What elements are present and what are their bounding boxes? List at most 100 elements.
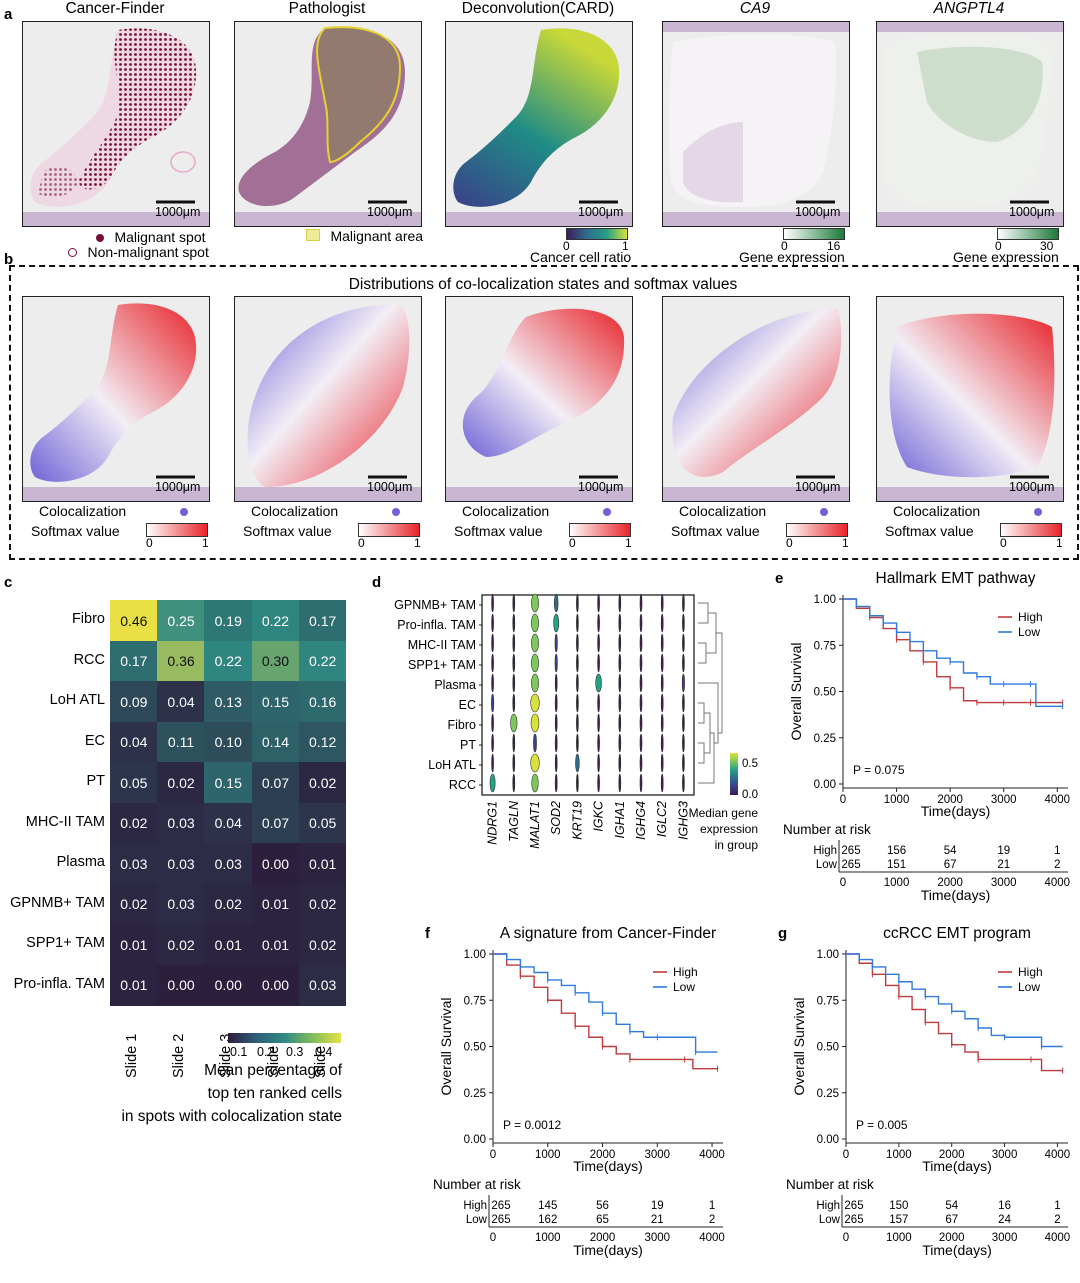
title-pathologist: Pathologist — [288, 0, 366, 17]
risk-count: 162 — [538, 1214, 557, 1226]
panel-c-letter: c — [4, 574, 13, 591]
violin-gene-label: KRT19 — [570, 801, 584, 840]
violin-mark — [530, 713, 540, 733]
risk-xtick: 1000 — [884, 877, 910, 889]
heatmap-cell: 0.22 — [251, 600, 300, 641]
malignant-area-swatch — [306, 229, 320, 241]
violin-mark — [682, 733, 685, 753]
survival-ytick: 0.75 — [817, 995, 839, 1007]
risk-xlabel: Time(days) — [922, 1242, 992, 1258]
p-value: P = 0.005 — [856, 1118, 908, 1132]
survival-xtick: 1000 — [886, 1149, 912, 1161]
survival-ytick: 0.25 — [817, 1088, 839, 1100]
survival-xtick: 1000 — [884, 794, 910, 806]
survival-xtick: 3000 — [992, 1149, 1018, 1161]
cbar-angptl4-min: 0 — [995, 239, 1002, 253]
violin-mark — [576, 653, 579, 673]
survival-ytick: 1.00 — [814, 594, 836, 606]
risk-xlabel: Time(days) — [573, 1242, 643, 1258]
tissue-image-cancer-finder: 1000μm — [22, 21, 210, 227]
violin-mark — [595, 673, 602, 693]
risk-xtick: 0 — [840, 877, 846, 889]
violin-mark — [531, 673, 539, 693]
risk-count: 2 — [709, 1214, 715, 1226]
scale-bar-label: 1000μm — [155, 205, 201, 219]
heatmap-cell: 0.03 — [298, 964, 347, 1006]
violin-mark — [660, 753, 664, 773]
survival-xtick: 2000 — [590, 1149, 616, 1161]
risk-xlabel: Time(days) — [921, 887, 991, 903]
risk-count: 265 — [491, 1200, 510, 1212]
scale-bar-label: 1000μm — [367, 480, 413, 494]
risk-row-label: High — [813, 845, 837, 857]
violin-mark — [531, 633, 539, 653]
title-cancer-finder: Cancer-Finder — [65, 0, 165, 17]
cbar-card-label: Cancer cell ratio — [530, 249, 632, 265]
legend-non-malignant-spot: Non-malignant spot — [68, 244, 209, 262]
risk-count: 1 — [709, 1200, 715, 1212]
violin-mark — [512, 593, 516, 613]
violin-mark — [618, 653, 622, 673]
scale-bar-label: 1000μm — [795, 205, 841, 219]
heatmap-cell: 0.02 — [157, 762, 205, 803]
softmax-cbar-min: 0 — [146, 536, 153, 550]
tissue-image-colocalization-slide-2: 1000μm — [234, 296, 422, 502]
panel-d-letter: d — [372, 574, 382, 591]
risk-count: 150 — [889, 1200, 908, 1212]
cbar-card-min: 0 — [563, 239, 570, 253]
survival-xtick: 3000 — [991, 794, 1017, 806]
heatmap-cell: 0.13 — [204, 681, 253, 722]
colocalization-label: Colocalization — [251, 503, 339, 519]
violin-mark — [576, 773, 579, 793]
violin-group-label: EC — [459, 698, 476, 712]
legend-label: High — [1018, 965, 1043, 979]
title-ca9: CA9 — [739, 0, 771, 17]
softmax-label: Softmax value — [31, 523, 120, 539]
panel-letter: g — [778, 925, 787, 942]
scale-bar-label: 1000μm — [578, 205, 624, 219]
risk-count: 54 — [944, 845, 957, 857]
risk-row-label: Low — [819, 1214, 841, 1226]
survival-curve-low — [843, 598, 1063, 707]
violin-mark — [554, 593, 559, 613]
softmax-colorbar — [786, 523, 848, 537]
violin-mark — [618, 673, 622, 693]
violin-mark — [530, 753, 540, 773]
violin-mark — [597, 633, 600, 653]
colocalization-marker — [603, 508, 611, 516]
cbar-ca9-min: 0 — [781, 239, 788, 253]
heatmap-cell: 0.15 — [204, 762, 253, 803]
cbar-ca9-max: 16 — [827, 239, 841, 253]
heatmap-row-label: PT — [86, 773, 105, 789]
survival-ytick: 0.50 — [817, 1042, 839, 1054]
p-value: P = 0.0012 — [503, 1118, 561, 1132]
violin-mark — [597, 653, 600, 673]
violin-mark — [554, 753, 558, 773]
panel-b-title: Distributions of co-localization states … — [348, 276, 738, 293]
risk-count: 1 — [1054, 845, 1060, 857]
heatmap-cell: 0.25 — [157, 600, 205, 641]
heatmap-cell: 0.16 — [298, 681, 347, 722]
heatmap-row-label: SPP1+ TAM — [26, 935, 105, 951]
violin-group-label: RCC — [449, 778, 476, 792]
softmax-cbar-max: 1 — [414, 536, 421, 550]
violin-mark — [660, 773, 664, 793]
violin-cbar-label: expression — [700, 822, 758, 836]
violin-group-label: SPP1+ TAM — [408, 658, 476, 672]
violin-mark — [660, 633, 664, 653]
heatmap-cell: 0.09 — [110, 681, 158, 722]
risk-count: 21 — [997, 859, 1010, 871]
violin-mark — [576, 693, 579, 713]
heatmap-cell: 0.00 — [251, 964, 300, 1006]
violin-mark — [639, 773, 643, 793]
heatmap-cell: 0.03 — [157, 883, 205, 925]
survival-curve-high — [493, 953, 718, 1070]
survival-xtick: 4000 — [1044, 794, 1070, 806]
survival-ytick: 0.25 — [464, 1088, 486, 1100]
violin-mark — [576, 613, 579, 633]
violin-cbar-label: in group — [715, 838, 759, 852]
legend-malignant-area: Malignant area — [306, 228, 423, 246]
panel-letter: e — [775, 570, 783, 587]
violin-mark — [597, 733, 600, 753]
violin-mark — [682, 653, 685, 673]
